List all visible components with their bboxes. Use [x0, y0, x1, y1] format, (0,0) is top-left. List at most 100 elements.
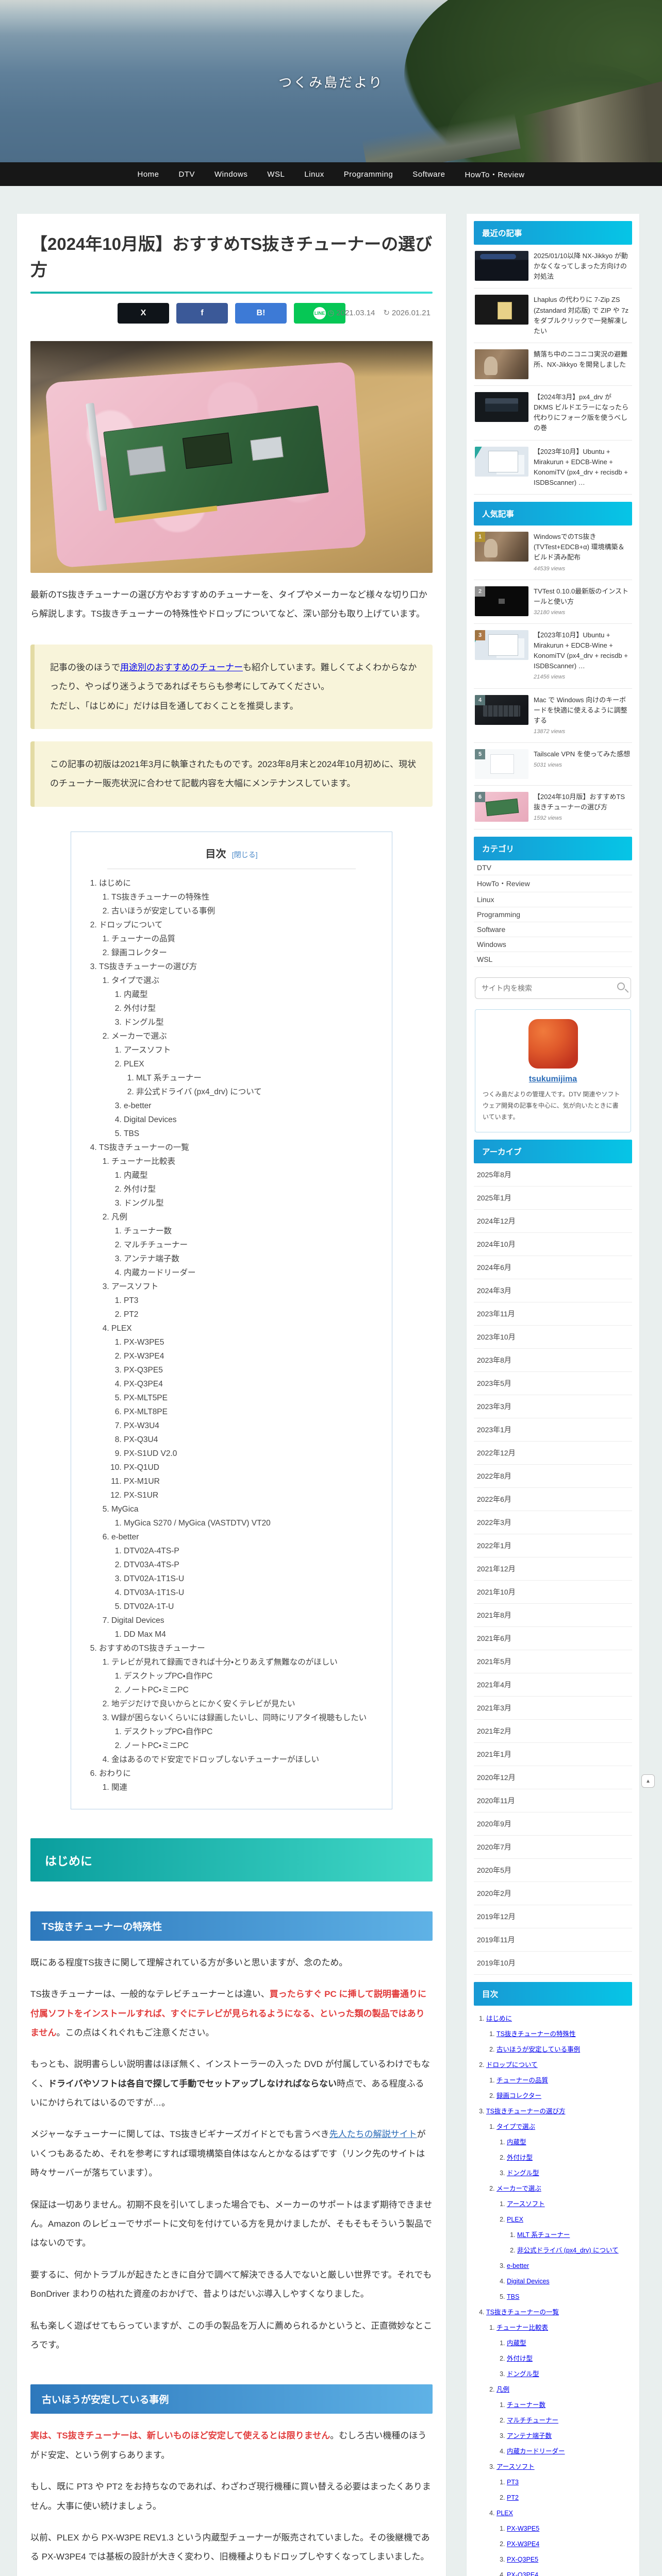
archive-item[interactable]: 2019年11月 [474, 1928, 632, 1952]
toc-entry-link[interactable]: 内蔵カードリーダー [124, 1268, 196, 1277]
toc-entry[interactable]: e-better DTV02A-4TS-P DTV03A-4TS-P DTV02A-1… [111, 1530, 376, 1614]
archive-item[interactable]: 2020年7月 [474, 1836, 632, 1859]
toc-entry[interactable]: メーカーで選ぶアースソフト PLEX MLT 系チューナー非公式ドライバ (px4_… [496, 2181, 630, 2304]
share-line-button[interactable]: LINE [294, 303, 345, 324]
archive-item[interactable]: 2021年10月 [474, 1581, 632, 1604]
toc-entry[interactable]: アンテナ端子数 [507, 2428, 630, 2444]
toc-entry[interactable]: Digital Devices [507, 2274, 630, 2289]
toc-entry[interactable]: PX-M1UR [124, 1475, 376, 1488]
category-item[interactable]: Programming [474, 907, 632, 923]
toc-entry[interactable]: 録画コレクター [111, 946, 376, 960]
toc-entry[interactable]: テレビが見れて録画できれば十分・とりあえず無難なのがほしいデスクトップPC・自作… [111, 1655, 376, 1697]
toc-entry[interactable]: ノートPC・ミニPC [124, 1683, 376, 1697]
toc-entry-link[interactable]: 古いほうが安定している事例 [111, 906, 216, 916]
toc-entry-link[interactable]: W録が困らないくらいには録画したいし、同時にリアタイ視聴もしたい [111, 1713, 367, 1722]
toc-entry[interactable]: PX-Q1UD [124, 1461, 376, 1475]
toc-entry-link[interactable]: TBS [507, 2293, 520, 2301]
toc-entry-link[interactable]: ノートPC・ミニPC [124, 1685, 189, 1694]
toc-entry-link[interactable]: PX-MLT8PE [124, 1407, 168, 1416]
popular-post-item[interactable]: 5 Tailscale VPN を使ってみた感想 5031 views [474, 743, 632, 786]
toc-entry-link[interactable]: TS抜きチューナーの選び方 [99, 962, 197, 971]
category-item[interactable]: WSL [474, 952, 632, 968]
nav-item-wsl[interactable]: WSL [267, 170, 285, 179]
toc-entry[interactable]: TS抜きチューナーの一覧チューナー比較表内蔵型外付け型ドングル型凡例チューナー数… [99, 1141, 376, 1641]
toc-entry[interactable]: アースソフト PT3 PT2 [496, 2459, 630, 2505]
toc-entry[interactable]: 古いほうが安定している事例 [496, 2042, 630, 2057]
toc-entry[interactable]: 地デジだけで良いからとにかく安くテレビが見たい [111, 1697, 376, 1711]
toc-entry[interactable]: メーカーで選ぶアースソフト PLEX MLT 系チューナー非公式ドライバ (px4_… [111, 1029, 376, 1141]
toc-entry[interactable]: DD Max M4 [124, 1628, 376, 1641]
toc-entry[interactable]: 外付け型 [507, 2351, 630, 2366]
archive-item[interactable]: 2021年5月 [474, 1650, 632, 1674]
toc-entry-link[interactable]: メーカーで選ぶ [111, 1031, 167, 1041]
toc-entry[interactable]: 内蔵カードリーダー [124, 1266, 376, 1280]
archive-item[interactable]: 2024年12月 [474, 1210, 632, 1233]
toc-entry-link[interactable]: ドロップについて [486, 2061, 538, 2069]
toc-close-toggle[interactable]: [閉じる] [231, 850, 258, 859]
archive-item[interactable]: 2023年11月 [474, 1302, 632, 1326]
toc-entry-link[interactable]: Digital Devices [507, 2278, 550, 2285]
toc-entry-link[interactable]: 凡例 [111, 1212, 128, 1222]
archive-item[interactable]: 2019年10月 [474, 1952, 632, 1975]
toc-entry-link[interactable]: 非公式ドライバ (px4_drv) について [517, 2247, 619, 2255]
toc-entry-link[interactable]: 外付け型 [507, 2154, 533, 2162]
toc-entry-link[interactable]: 地デジだけで良いからとにかく安くテレビが見たい [111, 1699, 295, 1708]
toc-entry[interactable]: PX-Q3U4 [124, 1433, 376, 1447]
toc-entry-link[interactable]: PX-W3PE5 [507, 2525, 540, 2533]
toc-entry[interactable]: Digital Devices DD Max M4 [111, 1614, 376, 1641]
toc-entry-link[interactable]: PX-Q3PE5 [507, 2556, 539, 2564]
toc-entry-link[interactable]: アースソフト [124, 1045, 171, 1055]
toc-entry-link[interactable]: PT3 [124, 1296, 139, 1305]
toc-entry[interactable]: W録が困らないくらいには録画したいし、同時にリアタイ視聴もしたいデスクトップPC… [111, 1711, 376, 1753]
archive-item[interactable]: 2021年4月 [474, 1673, 632, 1697]
toc-entry[interactable]: TS抜きチューナーの特殊性 [496, 2026, 630, 2042]
archive-item[interactable]: 2023年5月 [474, 1372, 632, 1396]
category-item[interactable]: DTV [474, 860, 632, 876]
toc-entry-link[interactable]: おわりに [99, 1769, 131, 1778]
share-x-button[interactable]: X [118, 303, 169, 324]
toc-entry-link[interactable]: TS抜きチューナーの選び方 [486, 2108, 566, 2115]
recent-post-item[interactable]: 【2024年3月】px4_drv が DKMS ビルドエラーになったら代わりにフ… [474, 386, 632, 440]
toc-entry-link[interactable]: e-better [507, 2262, 529, 2270]
archive-item[interactable]: 2025年8月 [474, 1163, 632, 1187]
toc-entry[interactable]: PLEX MLT 系チューナー非公式ドライバ (px4_drv) について [507, 2212, 630, 2258]
archive-item[interactable]: 2023年10月 [474, 1326, 632, 1349]
toc-entry[interactable]: e-better [124, 1099, 376, 1113]
toc-entry[interactable]: PX-MLT5PE [124, 1391, 376, 1405]
toc-entry-link[interactable]: DTV02A-1T1S-U [124, 1574, 185, 1583]
toc-entry-link[interactable]: タイプで選ぶ [496, 2123, 536, 2131]
toc-entry[interactable]: おすすめのTS抜きチューナーテレビが見れて録画できれば十分・とりあえず無難なのが… [99, 1641, 376, 1767]
toc-entry[interactable]: 外付け型 [507, 2150, 630, 2165]
recent-post-item[interactable]: 鯖落ち中のニコニコ実況の避難所、NX-Jikkyo を開発しました [474, 343, 632, 386]
archive-item[interactable]: 2024年6月 [474, 1256, 632, 1280]
toc-entry[interactable]: ドングル型 [507, 2165, 630, 2181]
toc-entry-link[interactable]: Digital Devices [111, 1616, 164, 1625]
toc-entry-link[interactable]: 非公式ドライバ (px4_drv) について [136, 1087, 262, 1096]
toc-entry-link[interactable]: MLT 系チューナー [517, 2231, 570, 2239]
archive-item[interactable]: 2024年10月 [474, 1233, 632, 1257]
toc-entry[interactable]: アースソフト [124, 1043, 376, 1057]
toc-entry-link[interactable]: PX-Q3PE4 [124, 1379, 163, 1388]
toc-entry[interactable]: デスクトップPC・自作PC [124, 1725, 376, 1739]
toc-entry[interactable]: アースソフト PT3 PT2 [111, 1280, 376, 1321]
toc-entry-link[interactable]: ドングル型 [124, 1198, 164, 1208]
toc-entry[interactable]: 非公式ドライバ (px4_drv) について [136, 1085, 376, 1099]
popular-post-item[interactable]: 6 【2024年10月版】おすすめTS抜きチューナーの選び方 1592 views [474, 786, 632, 830]
toc-entry-link[interactable]: チューナー比較表 [111, 1157, 176, 1166]
archive-item[interactable]: 2022年6月 [474, 1488, 632, 1512]
toc-entry-link[interactable]: 内蔵型 [124, 1171, 148, 1180]
toc-entry-link[interactable]: タイプで選ぶ [111, 976, 160, 985]
toc-entry-link[interactable]: PX-Q3PE4 [507, 2571, 539, 2576]
toc-entry[interactable]: アースソフト [507, 2196, 630, 2212]
toc-entry-link[interactable]: ノートPC・ミニPC [124, 1741, 189, 1750]
archive-item[interactable]: 2021年1月 [474, 1743, 632, 1767]
toc-entry-link[interactable]: e-better [124, 1101, 152, 1110]
toc-entry[interactable]: MyGica S270 / MyGica (VASTDTV) VT20 [124, 1516, 376, 1530]
toc-entry-link[interactable]: TS抜きチューナーの一覧 [486, 2309, 559, 2316]
toc-entry-link[interactable]: TS抜きチューナーの一覧 [99, 1143, 189, 1152]
toc-entry-link[interactable]: 外付け型 [124, 1004, 156, 1013]
toc-entry-link[interactable]: 内蔵型 [124, 990, 148, 999]
archive-item[interactable]: 2021年12月 [474, 1557, 632, 1581]
toc-entry[interactable]: ドングル型 [507, 2366, 630, 2382]
toc-entry[interactable]: マルチチューナー [507, 2413, 630, 2428]
